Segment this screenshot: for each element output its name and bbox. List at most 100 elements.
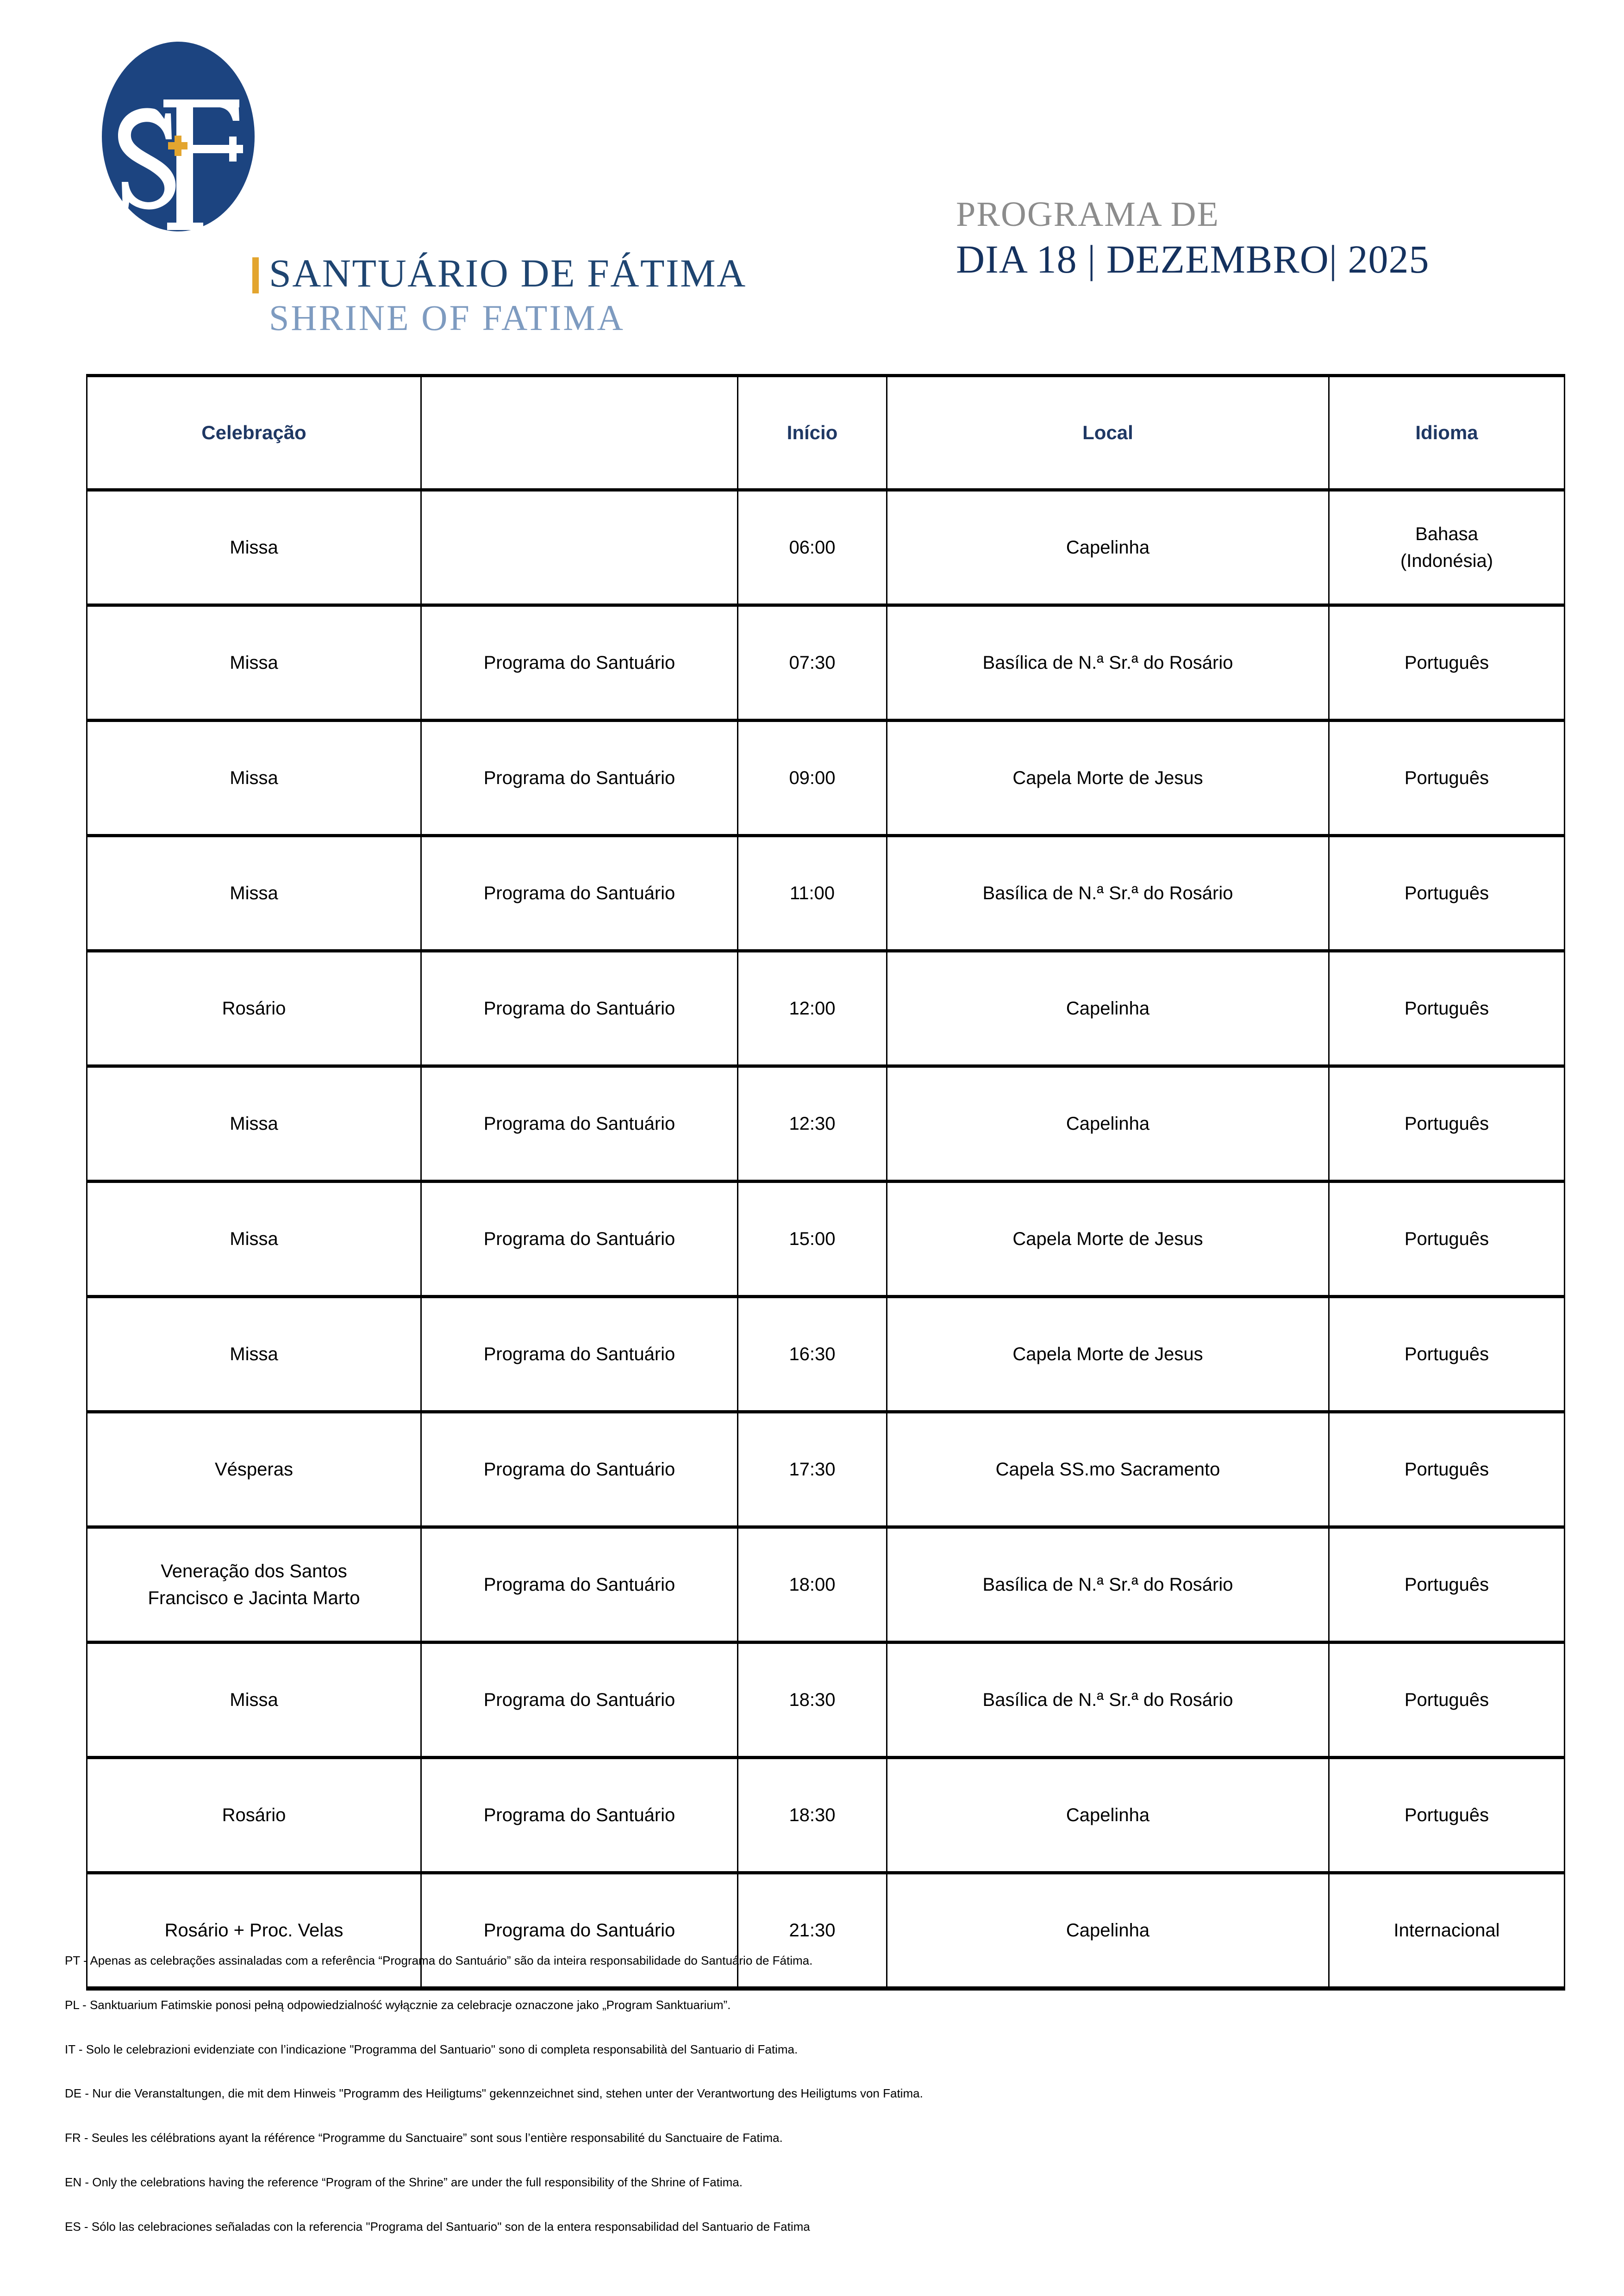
table-row: Missa Programa do Santuário 11:00 Basílica … (86, 834, 1565, 951)
cell-local: Capela Morte de Jesus (886, 719, 1330, 836)
program-title-label: PROGRAMA DE (956, 195, 1219, 234)
cell-idioma: Português (1328, 1525, 1565, 1643)
cell-idioma: Português (1328, 1064, 1565, 1182)
cell-idioma: Português (1328, 719, 1565, 836)
cell-inicio: 06:00 (737, 488, 887, 605)
cell-local: Capela Morte de Jesus (886, 1180, 1330, 1297)
program-title-date: DIA 18 | DEZEMBRO| 2025 (956, 237, 1430, 282)
footnote-line: PT - Apenas as celebrações assinaladas c… (65, 1954, 813, 1967)
cell-idioma: Português (1328, 1410, 1565, 1527)
cell-programa: Programa do Santuário (420, 719, 738, 836)
cell-inicio: 07:30 (737, 604, 887, 721)
cell-programa: Programa do Santuário (420, 949, 738, 1066)
cell-programa: Programa do Santuário (420, 604, 738, 721)
cell-celebracao: Rosário + Proc. Velas (86, 1871, 422, 1991)
cell-programa: Programa do Santuário (420, 1064, 738, 1182)
cell-celebracao: Rosário (86, 1756, 422, 1873)
cell-idioma: Internacional (1328, 1871, 1565, 1991)
table-body: Missa 06:00 Capelinha Bahasa (Indonésia) Miss… (86, 488, 1565, 1991)
column-header-celebracao: Celebração (86, 374, 422, 490)
cell-local: Basílica de N.ª Sr.ª do Rosário (886, 1525, 1330, 1643)
table-row: Rosário + Proc. Velas Programa do Santuár… (86, 1871, 1565, 1991)
cell-inicio: 17:30 (737, 1410, 887, 1527)
column-header-inicio: Início (737, 374, 887, 490)
cell-inicio: 11:00 (737, 834, 887, 951)
cell-celebracao: Vésperas (86, 1410, 422, 1527)
footnotes-block: PT - Apenas as celebrações assinaladas c… (65, 1953, 1546, 2264)
cell-inicio: 21:30 (737, 1871, 887, 1991)
footnote-line: EN - Only the celebrations having the re… (65, 2175, 743, 2189)
gold-accent-bar (252, 257, 259, 293)
cell-local: Capelinha (886, 949, 1330, 1066)
footnote-line: ES - Sólo las celebraciones señaladas co… (65, 2219, 810, 2234)
table-row: Vésperas Programa do Santuário 17:30 Capela… (86, 1410, 1565, 1527)
cell-programa: Programa do Santuário (420, 1295, 738, 1412)
cell-programa (420, 488, 738, 605)
cell-local: Capela Morte de Jesus (886, 1295, 1330, 1412)
cell-celebracao: Missa (86, 488, 422, 605)
column-header-idioma: Idioma (1328, 374, 1565, 490)
cell-local: Basílica de N.ª Sr.ª do Rosário (886, 834, 1330, 951)
cell-local: Basílica de N.ª Sr.ª do Rosário (886, 604, 1330, 721)
table-header-row: Celebração Início Local Idioma (86, 374, 1565, 490)
page-header: SANTUÁRIO DE FÁTIMA SHRINE OF FATIMA PRO… (0, 0, 1624, 352)
cell-celebracao: Missa (86, 719, 422, 836)
table-row: Missa 06:00 Capelinha Bahasa (Indonésia) (86, 488, 1565, 605)
cell-idioma: Português (1328, 834, 1565, 951)
schedule-table-container: Celebração Início Local Idioma Missa 06:0… (86, 374, 1565, 1991)
cell-idioma: Português (1328, 1295, 1565, 1412)
cell-programa: Programa do Santuário (420, 1410, 738, 1527)
cell-inicio: 15:00 (737, 1180, 887, 1297)
table-row: Rosário Programa do Santuário 12:00 Capelin… (86, 949, 1565, 1066)
cell-programa: Programa do Santuário (420, 1871, 738, 1991)
cell-idioma: Português (1328, 1180, 1565, 1297)
cell-local: Capelinha (886, 488, 1330, 605)
cell-inicio: 16:30 (737, 1295, 887, 1412)
brand-block: SANTUÁRIO DE FÁTIMA SHRINE OF FATIMA (81, 28, 752, 336)
column-header-programa (420, 374, 738, 490)
wordmark-english: SHRINE OF FATIMA (269, 298, 625, 338)
cell-programa: Programa do Santuário (420, 1641, 738, 1758)
footnote-line: FR - Seules les célébrations ayant la ré… (65, 2131, 783, 2145)
cell-idioma: Português (1328, 604, 1565, 721)
cell-inicio: 12:30 (737, 1064, 887, 1182)
wordmark-portuguese: SANTUÁRIO DE FÁTIMA (269, 251, 747, 295)
table-row: Missa Programa do Santuário 16:30 Capela Mo… (86, 1295, 1565, 1412)
program-title: PROGRAMA DE DIA 18 | DEZEMBRO| 2025 (956, 194, 1430, 285)
cell-local: Capelinha (886, 1064, 1330, 1182)
table-row: Missa Programa do Santuário 15:00 Capela Mo… (86, 1180, 1565, 1297)
cell-local: Capelinha (886, 1871, 1330, 1991)
footnote-line: PL - Sanktuarium Fatimskie ponosi pełną … (65, 1997, 731, 2012)
cell-local: Capelinha (886, 1756, 1330, 1873)
cell-inicio: 18:30 (737, 1641, 887, 1758)
cell-idioma: Português (1328, 949, 1565, 1066)
table-row: Missa Programa do Santuário 18:30 Basílica … (86, 1641, 1565, 1758)
cell-celebracao: Missa (86, 834, 422, 951)
cell-inicio: 18:30 (737, 1756, 887, 1873)
schedule-table: Celebração Início Local Idioma Missa 06:0… (86, 374, 1565, 1991)
cell-celebracao: Rosário (86, 949, 422, 1066)
cell-idioma: Português (1328, 1641, 1565, 1758)
shrine-of-fatima-logo-icon (86, 39, 271, 234)
cell-programa: Programa do Santuário (420, 1525, 738, 1643)
cell-local: Basílica de N.ª Sr.ª do Rosário (886, 1641, 1330, 1758)
column-header-local: Local (886, 374, 1330, 490)
cell-local: Capela SS.mo Sacramento (886, 1410, 1330, 1527)
cell-celebracao: Missa (86, 1180, 422, 1297)
cell-celebracao: Missa (86, 1641, 422, 1758)
table-row: Missa Programa do Santuário 09:00 Capela Mo… (86, 719, 1565, 836)
cell-idioma: Bahasa (Indonésia) (1328, 488, 1565, 605)
cell-celebracao: Veneração dos Santos Francisco e Jacinta … (86, 1525, 422, 1643)
cell-celebracao: Missa (86, 1064, 422, 1182)
cell-programa: Programa do Santuário (420, 1756, 738, 1873)
cell-celebracao: Missa (86, 1295, 422, 1412)
table-row: Veneração dos Santos Francisco e Jacinta … (86, 1525, 1565, 1643)
cell-celebracao: Missa (86, 604, 422, 721)
cell-inicio: 09:00 (737, 719, 887, 836)
table-row: Missa Programa do Santuário 12:30 Capelinha… (86, 1064, 1565, 1182)
footnote-line: IT - Solo le celebrazioni evidenziate co… (65, 2042, 798, 2056)
cell-programa: Programa do Santuário (420, 834, 738, 951)
cell-inicio: 18:00 (737, 1525, 887, 1643)
cell-programa: Programa do Santuário (420, 1180, 738, 1297)
cell-idioma: Português (1328, 1756, 1565, 1873)
